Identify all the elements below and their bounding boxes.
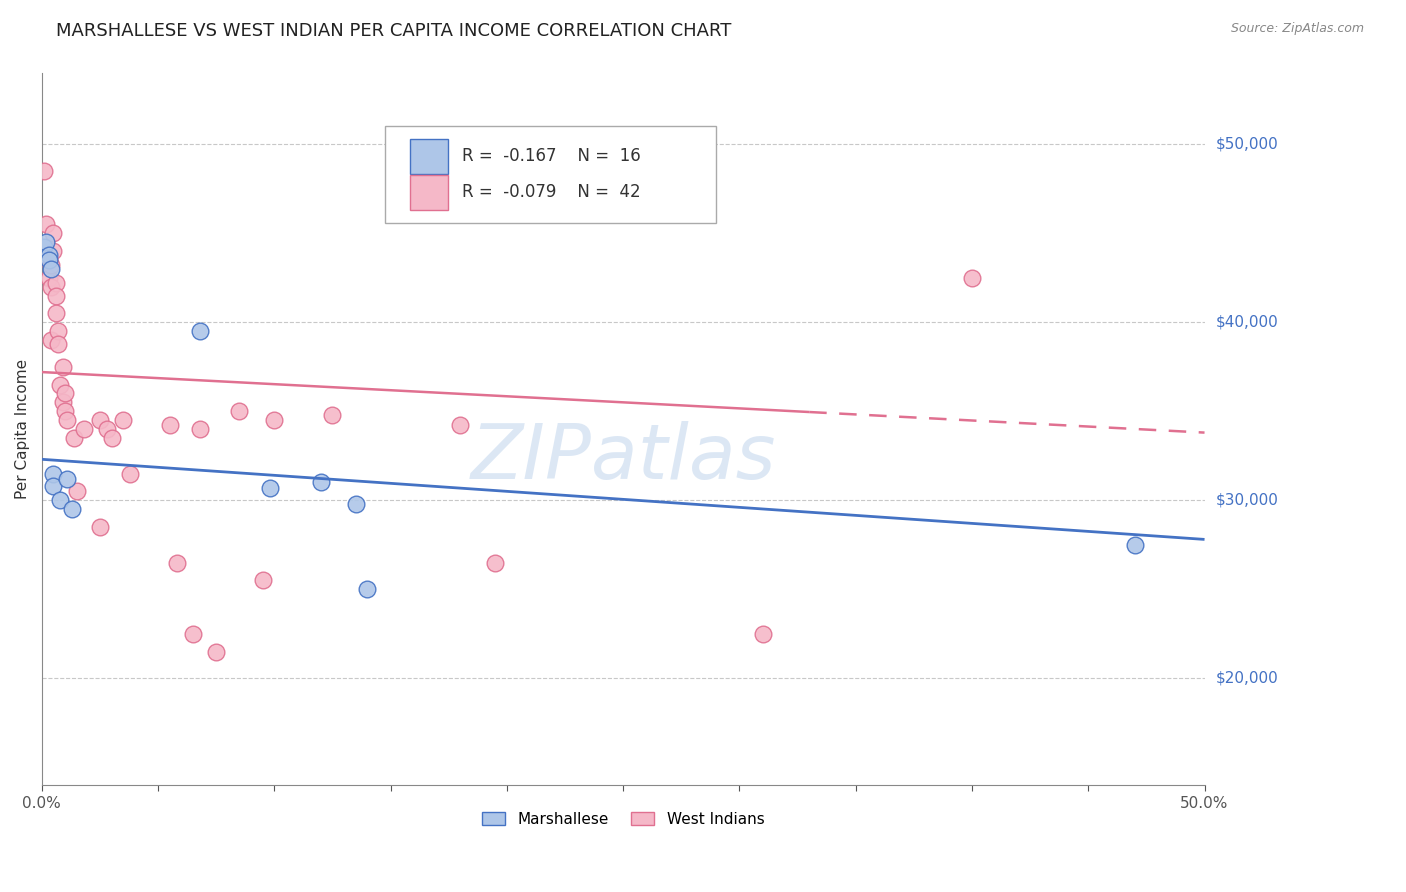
Point	[42, 244, 65, 258]
Point	[46, 336, 69, 351]
Point	[39, 333, 62, 347]
Point	[188, 324, 211, 338]
Text: Source: ZipAtlas.com: Source: ZipAtlas.com	[1230, 22, 1364, 36]
Point	[45, 306, 67, 320]
Point	[60, 502, 83, 516]
Point	[39, 258, 62, 272]
Point	[49, 493, 72, 508]
Text: $50,000: $50,000	[1216, 136, 1278, 152]
Point	[52, 359, 75, 374]
Point	[66, 484, 89, 499]
Text: MARSHALLESE VS WEST INDIAN PER CAPITA INCOME CORRELATION CHART: MARSHALLESE VS WEST INDIAN PER CAPITA IN…	[56, 22, 731, 40]
Point	[63, 431, 86, 445]
Point	[1123, 538, 1146, 552]
Point	[960, 270, 983, 285]
Point	[112, 413, 135, 427]
Point	[53, 386, 76, 401]
Point	[449, 418, 471, 433]
Point	[38, 247, 60, 261]
Point	[96, 422, 118, 436]
Bar	[411, 139, 447, 174]
Point	[56, 472, 79, 486]
Point	[344, 497, 367, 511]
Point	[159, 418, 181, 433]
Point	[259, 481, 281, 495]
Point	[52, 395, 75, 409]
Point	[73, 422, 96, 436]
Point	[53, 404, 76, 418]
Point	[321, 408, 343, 422]
Legend: Marshallese, West Indians: Marshallese, West Indians	[474, 804, 772, 834]
Point	[181, 627, 204, 641]
Point	[32, 240, 55, 254]
Text: $20,000: $20,000	[1216, 671, 1278, 686]
Text: ZIPatlas: ZIPatlas	[471, 420, 776, 494]
Point	[205, 644, 228, 658]
Point	[188, 422, 211, 436]
Text: $40,000: $40,000	[1216, 315, 1278, 330]
Point	[89, 520, 111, 534]
FancyBboxPatch shape	[385, 127, 716, 222]
Point	[42, 226, 65, 240]
Point	[42, 467, 65, 481]
Point	[309, 475, 332, 490]
Y-axis label: Per Capita Income: Per Capita Income	[15, 359, 30, 500]
Point	[45, 276, 67, 290]
Point	[38, 270, 60, 285]
Point	[484, 556, 506, 570]
Text: R =  -0.167    N =  16: R = -0.167 N = 16	[461, 147, 640, 165]
Point	[56, 413, 79, 427]
Point	[263, 413, 285, 427]
Point	[228, 404, 250, 418]
Point	[39, 279, 62, 293]
Point	[45, 288, 67, 302]
Point	[46, 324, 69, 338]
Text: $30,000: $30,000	[1216, 492, 1278, 508]
Point	[32, 164, 55, 178]
Point	[38, 252, 60, 267]
Point	[42, 479, 65, 493]
Point	[35, 217, 58, 231]
Text: R =  -0.079    N =  42: R = -0.079 N = 42	[461, 184, 640, 202]
Point	[39, 261, 62, 276]
Point	[252, 574, 274, 588]
Point	[89, 413, 111, 427]
Point	[166, 556, 188, 570]
Point	[100, 431, 122, 445]
Point	[120, 467, 142, 481]
Point	[751, 627, 773, 641]
Point	[49, 377, 72, 392]
Point	[35, 235, 58, 249]
Bar	[411, 176, 447, 210]
Point	[356, 582, 378, 597]
Point	[38, 252, 60, 267]
